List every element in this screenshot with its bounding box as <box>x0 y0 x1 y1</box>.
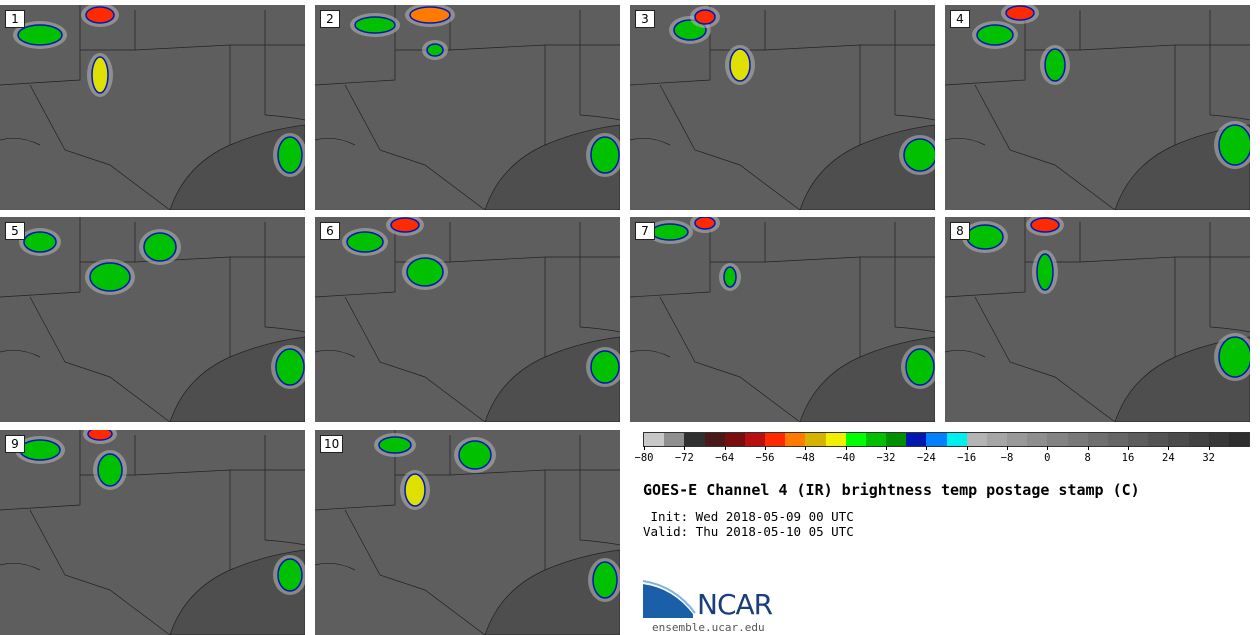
member-number: 9 <box>5 435 25 453</box>
colorbar-tick <box>765 446 766 450</box>
site-url: ensemble.ucar.edu <box>652 621 765 634</box>
colorbar-swatch <box>1128 433 1149 446</box>
map-background <box>315 5 620 210</box>
colorbar-swatch <box>845 433 866 446</box>
postage-stamp-1: 1 <box>0 5 305 210</box>
colorbar-tick <box>684 446 686 450</box>
map-background <box>945 217 1250 422</box>
init-time: Init: Wed 2018-05-09 00 UTC <box>643 509 854 524</box>
colorbar-swatch <box>664 433 685 446</box>
colorbar-tick <box>1168 446 1170 450</box>
colorbar-tick <box>1047 446 1049 450</box>
postage-stamp-10: 10 <box>315 430 620 635</box>
colorbar <box>643 432 1250 447</box>
postage-stamp-3: 3 <box>630 5 935 210</box>
colorbar-swatch <box>765 433 786 446</box>
colorbar-swatch <box>1027 433 1048 446</box>
colorbar-swatch <box>684 433 705 446</box>
colorbar-swatch <box>825 433 846 446</box>
colorbar-swatch <box>805 433 826 446</box>
member-number: 1 <box>5 10 25 28</box>
member-number: 8 <box>950 222 970 240</box>
member-number: 6 <box>320 222 340 240</box>
colorbar-tick-label: −8 <box>1000 452 1014 464</box>
colorbar-tick <box>1128 446 1129 450</box>
valid-time: Valid: Thu 2018-05-10 05 UTC <box>643 524 854 539</box>
colorbar-tick <box>644 446 645 450</box>
colorbar-swatch <box>1228 433 1250 446</box>
colorbar-tick-label: −40 <box>836 452 856 464</box>
map-background <box>315 430 620 635</box>
colorbar-swatch <box>704 433 725 446</box>
colorbar-swatch <box>886 433 907 446</box>
colorbar-tick <box>926 446 928 450</box>
postage-stamp-9: 9 <box>0 430 305 635</box>
postage-stamp-2: 2 <box>315 5 620 210</box>
colorbar-swatch <box>785 433 806 446</box>
colorbar-tick <box>805 446 807 450</box>
colorbar-swatch <box>986 433 1008 446</box>
colorbar-swatch <box>1047 433 1068 446</box>
colorbar-swatch <box>1107 433 1129 446</box>
map-background <box>630 5 935 210</box>
member-number: 7 <box>635 222 655 240</box>
colorbar-tick <box>724 446 726 450</box>
colorbar-swatch <box>1007 433 1028 446</box>
colorbar-swatch <box>966 433 987 446</box>
member-number: 2 <box>320 10 340 28</box>
colorbar-tick <box>966 446 968 450</box>
postage-stamp-7: 7 <box>630 217 935 422</box>
colorbar-swatch <box>946 433 967 446</box>
colorbar-swatch <box>865 433 887 446</box>
ncar-logo-icon <box>643 578 697 618</box>
colorbar-swatch <box>1188 433 1209 446</box>
colorbar-swatch <box>1067 433 1088 446</box>
colorbar-tick-label: −24 <box>916 452 936 464</box>
postage-stamp-5: 5 <box>0 217 305 422</box>
colorbar-tick-label: 32 <box>1202 452 1215 464</box>
colorbar-tick-label: −80 <box>634 452 654 464</box>
colorbar-tick-label: −64 <box>715 452 735 464</box>
colorbar-tick-label: 0 <box>1044 452 1051 464</box>
colorbar-tick-label: 24 <box>1162 452 1175 464</box>
colorbar-tick <box>1087 446 1089 450</box>
member-number: 5 <box>5 222 25 240</box>
map-background <box>0 430 305 635</box>
colorbar-swatch <box>926 433 947 446</box>
colorbar-tick-label: −16 <box>957 452 977 464</box>
colorbar-swatch <box>724 433 745 446</box>
map-background <box>0 5 305 210</box>
colorbar-tick-label: −56 <box>755 452 775 464</box>
colorbar-tick <box>886 446 887 450</box>
colorbar-swatch <box>906 433 927 446</box>
member-number: 10 <box>320 435 344 453</box>
map-background <box>0 217 305 422</box>
colorbar-tick-label: −72 <box>674 452 694 464</box>
map-background <box>630 217 935 422</box>
postage-stamp-6: 6 <box>315 217 620 422</box>
colorbar-ticks: −80 −72 −64 −56 −48 −40 −32 −24 −16 −8 0 8 16 24 32 <box>635 446 1250 468</box>
map-background <box>315 217 620 422</box>
colorbar-swatch <box>744 433 766 446</box>
ncar-logo-text: NCAR <box>697 588 773 621</box>
colorbar-tick <box>845 446 847 450</box>
map-background <box>945 5 1250 210</box>
colorbar-tick <box>1007 446 1008 450</box>
postage-stamp-4: 4 <box>945 5 1250 210</box>
figure-title: GOES-E Channel 4 (IR) brightness temp po… <box>643 481 1140 499</box>
colorbar-tick-label: −48 <box>795 452 815 464</box>
colorbar-tick-label: 16 <box>1121 452 1135 464</box>
colorbar-tick-label: 8 <box>1084 452 1091 464</box>
colorbar-tick-label: −32 <box>876 452 896 464</box>
member-number: 4 <box>950 10 970 28</box>
colorbar-swatch <box>1168 433 1189 446</box>
colorbar-swatch <box>1208 433 1229 446</box>
member-number: 3 <box>635 10 655 28</box>
colorbar-tick <box>1208 446 1210 450</box>
colorbar-swatch <box>1087 433 1108 446</box>
postage-stamp-8: 8 <box>945 217 1250 422</box>
colorbar-swatch <box>1148 433 1169 446</box>
colorbar-swatch <box>644 433 665 446</box>
